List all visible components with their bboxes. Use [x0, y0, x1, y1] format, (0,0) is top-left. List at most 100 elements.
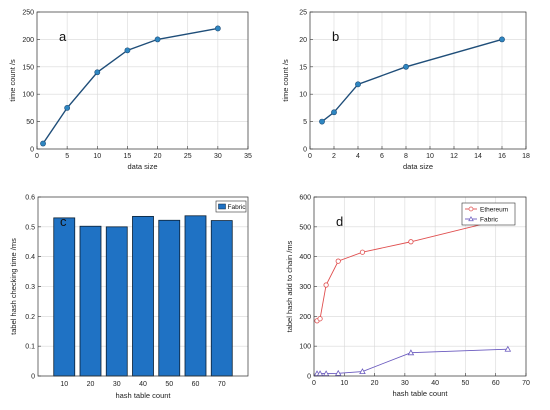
data-point: [359, 249, 366, 255]
x-tick-label: 30: [214, 153, 222, 160]
y-tick-label: 200: [22, 37, 34, 44]
x-tick-label: 10: [60, 381, 68, 388]
x-tick-label: 50: [462, 380, 470, 387]
data-point: [407, 349, 415, 356]
x-tick-label: 20: [87, 381, 95, 388]
x-tick-label: 20: [371, 380, 379, 387]
panel-label: b: [332, 29, 339, 44]
legend: Fabric: [215, 200, 247, 213]
y-tick-label: 20: [299, 37, 307, 44]
legend-entry: Ethereum: [480, 206, 508, 213]
bar-40: [132, 215, 154, 377]
y-tick-label: 250: [22, 10, 34, 17]
y-tick-label: 25: [299, 10, 307, 17]
x-tick-label: 18: [522, 153, 530, 160]
chart-panel-d: 0 100 200 300 400 500 600 0 10 20 30 40 50 60 70 hash t…: [285, 195, 530, 399]
bar-70: [210, 220, 233, 377]
x-tick-label: 4: [356, 153, 360, 160]
x-tick-label: 6: [380, 153, 384, 160]
x-tick-label: 10: [93, 153, 101, 160]
chart-panel-c: 0 0.1 0.2 0.3 0.4 0.5 0.6 10 20 30 40 50 60 70 hash ta…: [9, 195, 249, 400]
data-point: [355, 81, 361, 88]
data-point: [335, 258, 341, 264]
y-tick-label: 0.6: [25, 195, 35, 202]
bar-60: [184, 215, 207, 377]
data-point: [40, 140, 46, 147]
y-axis-label: tabel hash checking time /ms: [9, 238, 18, 335]
y-tick-label: 5: [303, 119, 307, 126]
data-point: [504, 345, 512, 352]
y-tick-label: 0: [31, 374, 35, 381]
y-tick-label: 400: [299, 254, 311, 261]
legend-marker: [468, 206, 474, 212]
chart-panel-a: 0 50 100 150 200 250 0 5 10 15 20 25 30 35 data size ti…: [8, 10, 252, 172]
x-tick-label: 20: [154, 153, 162, 160]
x-tick-label: 10: [426, 153, 434, 160]
chart-panel-b: 0 5 10 15 20 25 0 2 4 6 8 10 12 14 16 18 data size time c…: [281, 10, 530, 172]
legend-entry: Fabric: [228, 204, 247, 211]
x-tick-label: 14: [474, 153, 482, 160]
data-point: [154, 36, 161, 43]
y-axis-label: time count /s: [281, 59, 290, 102]
data-point: [64, 105, 71, 111]
panel-label: c: [60, 214, 67, 229]
x-tick-label: 0: [312, 380, 316, 387]
x-tick-label: 30: [113, 381, 121, 388]
x-tick-label: 60: [192, 381, 200, 388]
data-point: [124, 47, 131, 54]
x-tick-label: 70: [522, 380, 530, 387]
y-tick-label: 200: [299, 314, 311, 321]
x-tick-label: 8: [404, 153, 408, 160]
x-tick-label: 50: [165, 381, 173, 388]
y-tick-label: 15: [299, 64, 307, 71]
x-axis-label: hash table count: [115, 391, 171, 400]
data-point: [403, 63, 409, 70]
x-tick-label: 2: [332, 153, 336, 160]
data-point: [94, 69, 101, 76]
legend-swatch: [218, 203, 226, 210]
bar-20: [79, 225, 102, 377]
x-axis-label: data size: [127, 162, 157, 171]
y-tick-label: 10: [299, 92, 307, 99]
x-tick-label: 60: [492, 380, 500, 387]
data-point: [214, 25, 221, 32]
data-point: [408, 239, 414, 245]
data-point: [319, 118, 325, 125]
y-tick-label: 0: [30, 147, 34, 154]
x-tick-label: 16: [498, 153, 506, 160]
data-point: [359, 368, 366, 375]
y-tick-label: 300: [299, 284, 311, 291]
y-tick-label: 0.5: [25, 224, 35, 231]
y-tick-label: 100: [22, 92, 34, 99]
bar-10: [53, 217, 76, 377]
panel-label: d: [336, 214, 343, 229]
x-axis-label: data size: [403, 162, 433, 171]
x-tick-label: 30: [401, 380, 409, 387]
x-tick-label: 5: [65, 153, 69, 160]
x-axis-label: hash table count: [392, 389, 448, 398]
x-tick-label: 15: [124, 153, 132, 160]
y-tick-label: 50: [26, 119, 34, 126]
series-line-main: [42, 27, 218, 144]
y-tick-label: 0.2: [25, 314, 35, 321]
y-tick-label: 0: [307, 374, 311, 381]
axes-frame: [37, 196, 249, 377]
legend-box: [461, 202, 516, 226]
data-point: [499, 36, 505, 43]
y-axis-label: tabel hash add to chain /ms: [285, 240, 294, 332]
x-tick-label: 40: [139, 381, 147, 388]
data-point: [317, 316, 323, 322]
data-point: [334, 369, 342, 376]
axes-frame: [36, 11, 249, 150]
x-tick-label: 35: [244, 153, 252, 160]
x-tick-label: 70: [218, 381, 226, 388]
legend-entry: Fabric: [480, 216, 499, 223]
bar-50: [158, 219, 181, 377]
legend: Ethereum Fabric: [461, 202, 516, 226]
axes-frame: [313, 196, 527, 377]
plot-area: [37, 12, 248, 149]
x-tick-label: 40: [431, 380, 439, 387]
y-tick-label: 600: [299, 195, 311, 202]
plot-area: [310, 12, 526, 149]
